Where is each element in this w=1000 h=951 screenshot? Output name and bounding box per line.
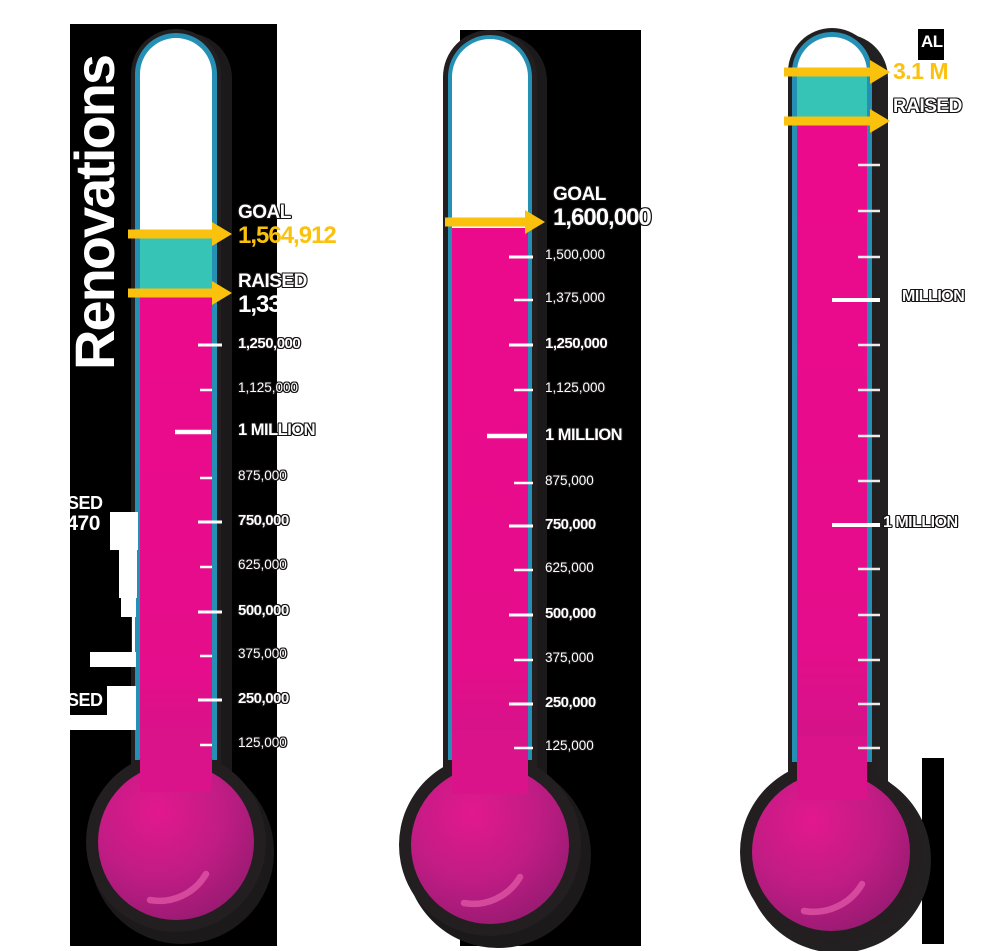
tick-label: 1,250,000 [545, 335, 608, 352]
bulb-highlight [146, 870, 210, 905]
bulb-neck [140, 728, 212, 792]
tick-label: 750,000 [545, 516, 596, 533]
thermometer-right [740, 28, 944, 951]
tick-marks [832, 163, 880, 750]
goal-arrow-icon [128, 222, 232, 246]
tick-label: 1 MILLION [238, 421, 316, 439]
bulb-highlight [460, 873, 524, 908]
raised-arrow-icon [128, 281, 232, 305]
scale-label-1-million: 1 MILLION [883, 514, 958, 531]
raised-fill [140, 293, 212, 770]
tick-label: 1,125,000 [238, 380, 299, 395]
bulb [411, 766, 569, 924]
bulb-highlight [800, 880, 866, 916]
tick-label: 375,000 [238, 646, 287, 661]
bulb-neck [797, 736, 867, 800]
bulb-neck [452, 730, 528, 794]
overlay-artifacts [63, 512, 138, 730]
raised-label: RAISED [238, 271, 307, 292]
bulb [752, 773, 910, 931]
goal-value: 1,564,912 [238, 222, 337, 249]
raised-fill [452, 228, 528, 770]
tick-label: 1,125,000 [545, 380, 606, 395]
thermometer-title: Renovations [63, 55, 126, 370]
goal-arrow-icon [784, 60, 890, 84]
tick-label: 500,000 [545, 605, 596, 622]
tick-label: 625,000 [238, 557, 287, 572]
raised-value: 1,33 [238, 291, 282, 318]
tick-marks [487, 255, 533, 750]
goal-value: 1,600,000 [553, 204, 652, 231]
tick-label: 250,000 [545, 694, 596, 711]
thermometer-renovations [63, 24, 277, 946]
goal-label-panel-fragment [918, 29, 944, 60]
tick-label: 1,250,000 [238, 335, 301, 352]
tick-label: 625,000 [545, 560, 594, 575]
tick-label: 1 MILLION [545, 426, 623, 444]
tick-label: 875,000 [545, 473, 594, 488]
raised-label-fragment: SED [67, 690, 103, 710]
goal-gap-fill [797, 72, 867, 121]
tick-label: 375,000 [545, 650, 594, 665]
goal-gap-fill [140, 234, 212, 293]
raised-arrow-icon [784, 109, 890, 133]
tick-marks [175, 343, 222, 747]
tick-label: 1,500,000 [545, 247, 606, 262]
raised-label: RAISED [893, 96, 962, 117]
tick-label: 125,000 [545, 738, 594, 753]
tick-label: 875,000 [238, 468, 287, 483]
tick-label: 500,000 [238, 602, 289, 619]
bulb [98, 764, 254, 920]
raised-value-fragment: ,470 [61, 512, 100, 535]
goal-label: GOAL [553, 184, 606, 205]
tick-label: 125,000 [238, 735, 287, 750]
raised-label-fragment: SED [67, 493, 103, 513]
tick-label: 1,375,000 [545, 290, 606, 305]
raised-fill [797, 121, 867, 770]
goal-arrow-icon [445, 210, 545, 234]
goal-value: 3.1 M [893, 58, 949, 84]
goal-label-fragment: AL [921, 32, 943, 51]
goal-label: GOAL [238, 202, 291, 223]
scale-label-million: MILLION [902, 288, 965, 305]
background-panel-fragment [922, 758, 944, 944]
tick-label: 750,000 [238, 512, 289, 529]
tick-label: 250,000 [238, 690, 289, 707]
thermometer-middle [399, 30, 641, 948]
